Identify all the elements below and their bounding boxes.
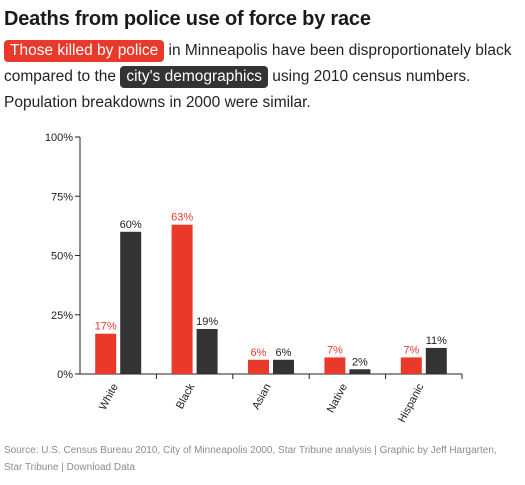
chart-title: Deaths from police use of force by race bbox=[4, 8, 371, 30]
source-note: Source: U.S. Census Bureau 2010, City of… bbox=[4, 445, 497, 473]
bar-black-population bbox=[196, 328, 218, 374]
x-category-label: Black bbox=[174, 381, 197, 411]
x-category-label: Native bbox=[325, 382, 350, 415]
bar-asian-killed bbox=[248, 359, 269, 374]
bar-white-killed bbox=[95, 333, 117, 374]
bar-native-killed bbox=[324, 357, 346, 374]
y-tick-label: 75% bbox=[51, 191, 73, 203]
subtitle-text-1: in Minneapolis have been disproportionat… bbox=[4, 42, 512, 85]
bar-chart: 0% 25% 50% 75% 100% 17% 60% White 63% 19% Black 6% 6… bbox=[45, 132, 463, 425]
legend-demographics-badge[interactable]: city's demographics bbox=[120, 66, 268, 88]
legend-killed-badge[interactable]: Those killed by police bbox=[4, 40, 165, 62]
x-category-label: Hispanic bbox=[396, 381, 427, 424]
bar-hispanic-population bbox=[425, 347, 447, 374]
y-tick-label: 50% bbox=[51, 251, 73, 263]
data-label: 60% bbox=[120, 219, 142, 231]
x-category-label: White bbox=[97, 382, 121, 412]
data-label: 63% bbox=[171, 212, 193, 224]
data-label: 11% bbox=[426, 335, 447, 347]
bar-hispanic-killed bbox=[400, 357, 422, 374]
data-label: 17% bbox=[95, 321, 117, 333]
data-label: 2% bbox=[352, 356, 368, 368]
bar-black-killed bbox=[171, 224, 193, 374]
y-tick-label: 0% bbox=[57, 369, 73, 381]
data-label: 6% bbox=[276, 347, 292, 359]
data-label: 19% bbox=[196, 316, 218, 328]
data-label: 7% bbox=[403, 344, 419, 356]
y-tick-label: 100% bbox=[45, 132, 73, 144]
bar-asian-population bbox=[273, 359, 294, 374]
y-tick-label: 25% bbox=[51, 310, 73, 322]
bar-native-population bbox=[349, 369, 371, 374]
bar-white-population bbox=[120, 231, 142, 374]
data-label: 6% bbox=[251, 347, 267, 359]
chart-subtitle: Those killed by police in Minneapolis ha… bbox=[4, 38, 516, 116]
data-label: 7% bbox=[327, 344, 343, 356]
subtitle-text-2: using 2010 census numbers. Population br… bbox=[4, 68, 471, 111]
x-category-label: Asian bbox=[250, 382, 274, 412]
